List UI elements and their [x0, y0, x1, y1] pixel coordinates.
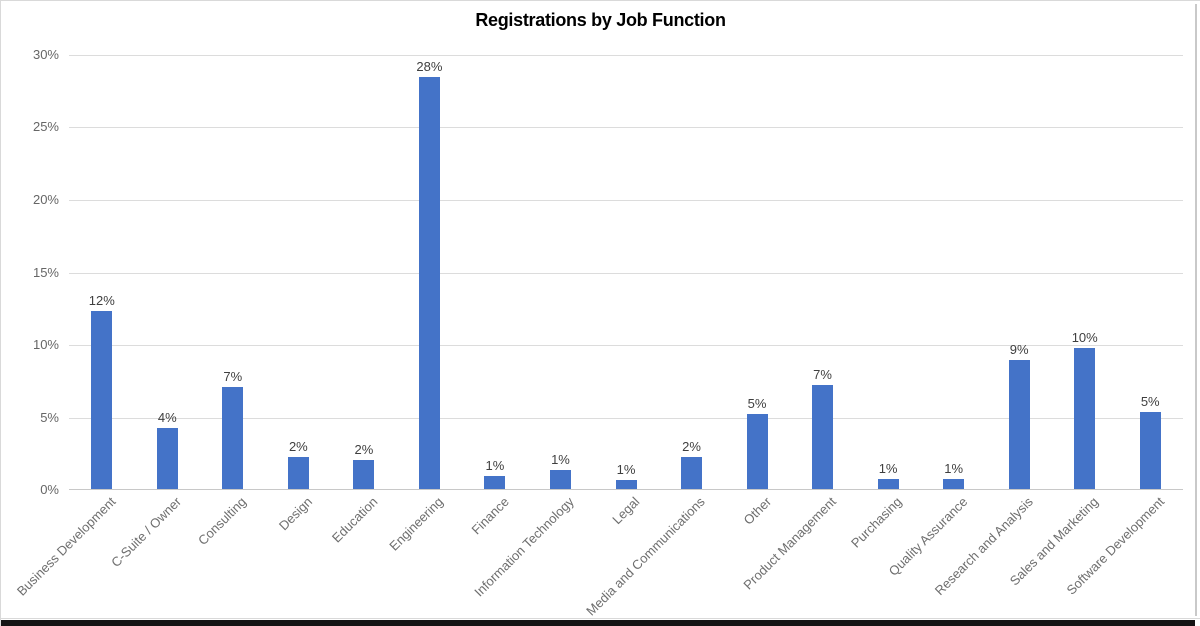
bar: [353, 460, 375, 489]
x-axis-category-label: C-Suite / Owner: [107, 494, 184, 571]
bar: [1008, 360, 1030, 489]
gridline: [69, 345, 1183, 346]
gridline: [69, 127, 1183, 128]
bar-value-label: 28%: [416, 59, 443, 74]
bar-value-label: 5%: [1140, 394, 1160, 409]
x-axis-category-label: Other: [740, 494, 774, 528]
bar: [91, 311, 113, 489]
bar: [156, 428, 178, 489]
y-axis-tick-label: 30%: [32, 47, 59, 62]
bar: [746, 414, 768, 489]
bar: [615, 480, 637, 489]
bar-value-label: 12%: [88, 293, 115, 308]
x-axis-category-label: Engineering: [386, 494, 447, 554]
bar: [877, 479, 899, 489]
bar-value-label: 2%: [288, 439, 308, 454]
bar-value-label: 1%: [944, 461, 964, 476]
x-axis-category-label: Legal: [609, 494, 643, 528]
chart-bottom-border: [1, 618, 1200, 619]
bar: [1139, 412, 1161, 489]
bar-value-label: 7%: [223, 369, 243, 384]
bar-value-label: 1%: [485, 458, 505, 473]
gridline: [69, 55, 1183, 56]
y-axis-tick-label: 10%: [32, 337, 59, 352]
bar: [549, 470, 571, 489]
plot-area: 12% 4% 7% 2% 2% 28% 1% 1% 1% 2% 5% 7% 1% 1% 9% 10% 5%: [69, 55, 1183, 490]
x-axis-category-label: Business Development: [13, 494, 119, 599]
bar-value-label: 4%: [157, 410, 177, 425]
x-axis-category-label: Education: [328, 494, 381, 546]
y-axis-tick-label: 5%: [40, 410, 59, 425]
bar: [222, 387, 244, 489]
x-axis-category-label: Purchasing: [848, 494, 905, 551]
x-axis-line: [69, 489, 1183, 490]
bar-value-label: 1%: [878, 461, 898, 476]
window-bottom-edge: [1, 620, 1195, 626]
bar-value-label: 10%: [1071, 330, 1098, 345]
window-right-edge: [1195, 4, 1197, 616]
bar-value-label: 1%: [551, 452, 570, 467]
gridline: [69, 200, 1183, 201]
bar-value-label: 2%: [354, 442, 374, 457]
x-axis-category-label: Finance: [468, 494, 512, 538]
bar: [418, 77, 440, 489]
bar-value-label: 5%: [747, 396, 767, 411]
bar-value-label: 7%: [813, 367, 832, 382]
bar: [484, 476, 506, 489]
bar: [1074, 348, 1096, 489]
bar: [681, 457, 703, 489]
bar-value-label: 9%: [1009, 342, 1029, 357]
bar-value-label: 1%: [616, 462, 636, 477]
y-axis-tick-label: 0%: [40, 482, 59, 497]
bar: [943, 479, 965, 489]
bar: [812, 385, 834, 489]
y-axis-tick-label: 15%: [32, 265, 59, 280]
bar-value-label: 2%: [682, 439, 701, 454]
x-axis-category-label: Consulting: [195, 494, 250, 549]
gridline: [69, 418, 1183, 419]
x-axis-category-label: Media and Communications: [583, 494, 709, 619]
y-axis-tick-label: 20%: [32, 192, 59, 207]
chart-title: Registrations by Job Function: [475, 10, 726, 30]
y-axis-tick-label: 25%: [32, 119, 59, 134]
x-axis-category-label: Design: [275, 494, 315, 534]
gridline: [69, 273, 1183, 274]
bar: [287, 457, 309, 489]
